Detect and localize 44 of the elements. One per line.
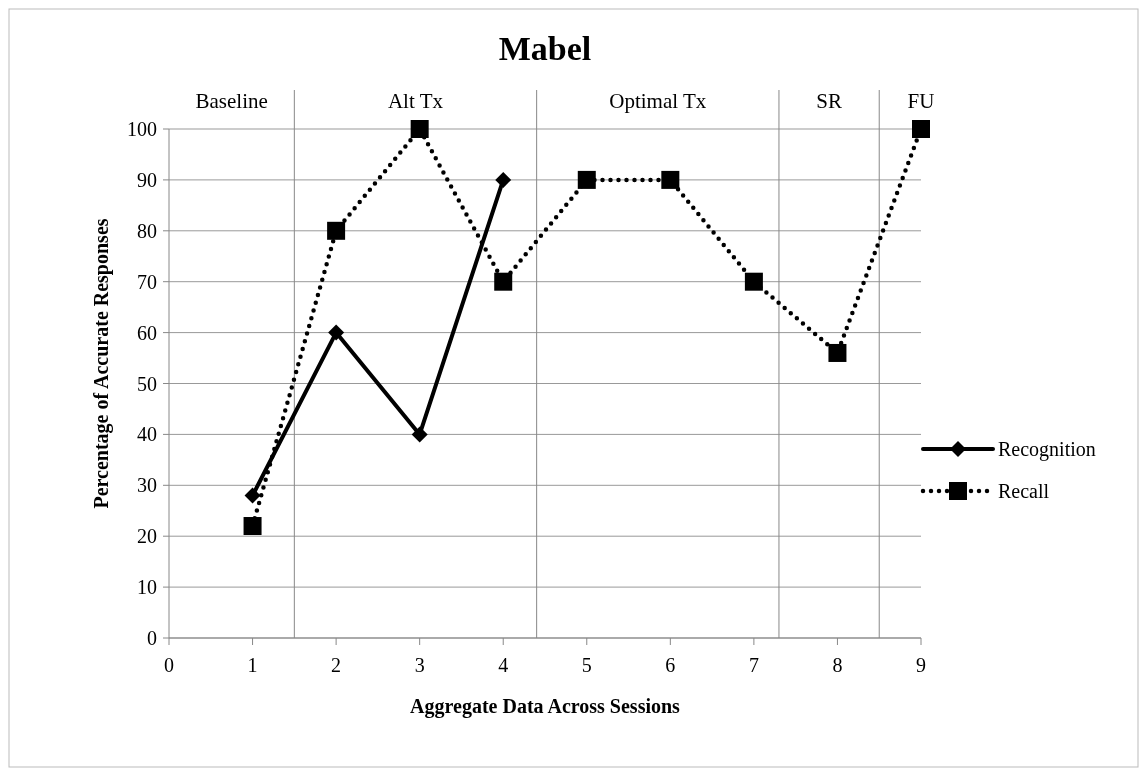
point [243, 517, 262, 536]
point [577, 170, 596, 189]
text: FU [907, 89, 935, 113]
point [410, 120, 429, 138]
x-tick-label: 8 [832, 654, 843, 676]
point [328, 324, 345, 341]
x-tick-label: 4 [498, 654, 509, 676]
chart-title: Mabel [498, 30, 592, 67]
y-tick-label: 80 [137, 219, 157, 242]
text: Alt Tx [387, 89, 444, 113]
y-tick-label: 90 [137, 168, 157, 191]
y-tick-label: 50 [137, 372, 157, 395]
x-tick-label: 6 [665, 654, 676, 676]
y-tick-label: 20 [137, 525, 157, 548]
point [494, 272, 513, 291]
x-tick-label: 9 [916, 654, 926, 676]
point [661, 170, 680, 189]
y-tick-label: 30 [137, 474, 157, 497]
x-tick-label: 5 [581, 654, 592, 676]
text: SR [816, 89, 842, 113]
y-tick-label: 70 [137, 270, 157, 293]
y-axis-title: Percentage of Accurate Responses [90, 218, 113, 509]
point [327, 221, 346, 240]
point [244, 487, 261, 504]
y-tick-label: 100 [127, 118, 157, 140]
x-tick-label: 2 [331, 654, 342, 676]
legend-label: Recognition [998, 438, 1096, 461]
x-tick-label: 1 [247, 654, 258, 676]
y-tick-label: 60 [137, 321, 157, 344]
x-tick-label: 3 [414, 654, 425, 676]
x-axis-title: Aggregate Data Across Sessions [410, 695, 681, 718]
point [744, 272, 763, 291]
point [828, 343, 847, 362]
y-tick-label: 0 [147, 627, 157, 649]
text: Baseline [195, 89, 268, 113]
point [495, 171, 512, 188]
x-tick-label: 0 [164, 654, 174, 676]
y-tick-label: 40 [137, 423, 157, 446]
x-tick-label: 7 [748, 654, 759, 676]
text: Optimal Tx [609, 89, 707, 113]
point [411, 426, 428, 443]
point [912, 120, 930, 138]
y-tick-label: 10 [137, 576, 157, 599]
legend-label: Recall [998, 480, 1050, 502]
